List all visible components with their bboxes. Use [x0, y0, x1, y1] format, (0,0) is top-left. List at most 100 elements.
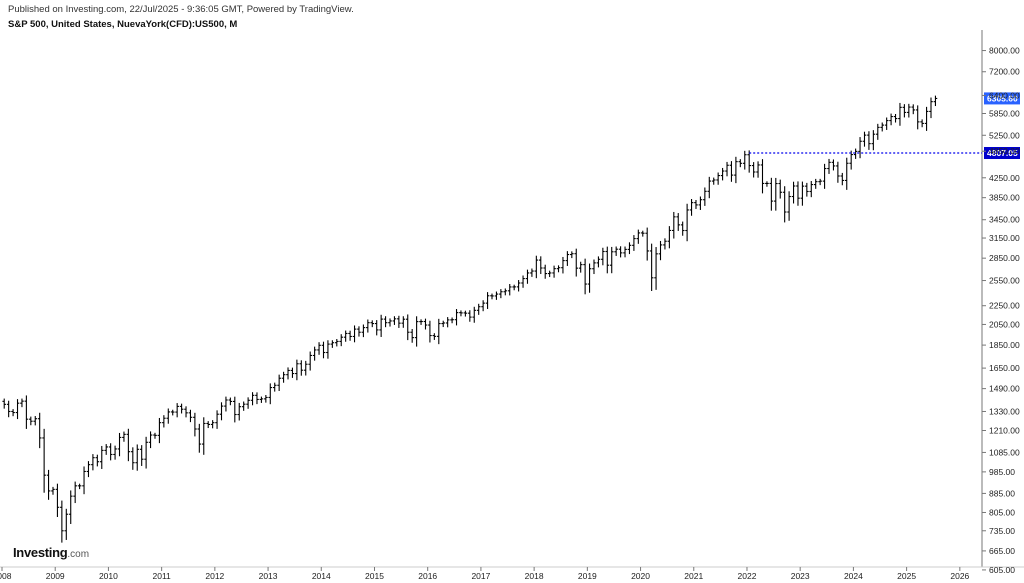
ohlc-bar: [352, 325, 357, 343]
y-tick-label: 1085.00: [989, 447, 1020, 457]
ohlc-bar: [299, 360, 304, 376]
ohlc-bar: [379, 314, 383, 337]
ohlc-bar: [139, 445, 144, 466]
x-tick-label: 2017: [471, 571, 490, 581]
ohlc-bar: [193, 412, 197, 437]
ohlc-bar: [924, 106, 929, 131]
x-tick-label: 2021: [684, 571, 703, 581]
ohlc-bar: [135, 444, 140, 471]
ohlc-bar: [512, 284, 516, 291]
ohlc-bar: [800, 181, 805, 206]
ohlc-bar: [875, 123, 880, 140]
ohlc-bar: [286, 367, 290, 380]
ohlc-bar: [742, 150, 747, 170]
ohlc-bar: [450, 317, 454, 324]
x-tick-label: 2008: [0, 571, 12, 581]
ohlc-bar: [592, 259, 596, 275]
x-tick-label: 2015: [365, 571, 384, 581]
ohlc-bar: [574, 248, 579, 277]
ohlc-bar: [769, 177, 774, 211]
ohlc-bar: [157, 417, 162, 444]
ohlc-bar: [614, 246, 618, 256]
ohlc-bar: [805, 182, 809, 197]
ohlc-bar: [468, 310, 472, 322]
x-tick-label: 2011: [152, 571, 171, 581]
ohlc-bar: [24, 395, 29, 429]
y-tick-label: 2250.00: [989, 301, 1020, 311]
ohlc-bar: [791, 181, 796, 204]
ohlc-bar: [898, 102, 902, 126]
ohlc-bar: [494, 291, 499, 300]
ohlc-bar: [268, 383, 273, 405]
ohlc-bar: [605, 246, 610, 274]
ohlc-bar: [303, 360, 308, 376]
ohlc-bar: [658, 240, 663, 261]
y-tick-label: 4250.00: [989, 173, 1020, 183]
ohlc-bar: [423, 318, 428, 330]
ohlc-bar: [725, 161, 729, 177]
ohlc-bar: [818, 178, 822, 186]
ohlc-bar: [317, 342, 321, 355]
ohlc-bar: [738, 159, 743, 168]
ohlc-bar: [113, 445, 117, 460]
ohlc-bar: [481, 300, 485, 312]
ohlc-bar: [490, 293, 494, 300]
ohlc-bar: [392, 316, 397, 325]
ohlc-bar: [60, 500, 64, 543]
ohlc-bar: [162, 415, 166, 428]
ohlc-bar: [237, 402, 242, 421]
ohlc-bar: [414, 316, 419, 347]
ohlc-bar: [339, 334, 344, 347]
ohlc-bar: [689, 198, 694, 216]
chart-header: Published on Investing.com, 22/Jul/2025 …: [8, 4, 354, 31]
ohlc-bar: [29, 416, 33, 426]
y-tick-label: 2050.00: [989, 319, 1020, 329]
x-tick-label: 2010: [99, 571, 118, 581]
ohlc-bar: [765, 181, 769, 187]
ohlc-bar: [778, 179, 783, 199]
ohlc-bar: [476, 303, 481, 315]
ohlc-bar: [463, 310, 468, 317]
ohlc-bar: [596, 256, 601, 268]
ohlc-bar: [370, 320, 375, 328]
ohlc-bar: [366, 319, 370, 333]
x-tick-label: 2016: [418, 571, 437, 581]
ohlc-bar: [640, 230, 645, 237]
ohlc-bar: [68, 490, 73, 524]
ohlc-bar: [862, 131, 867, 147]
y-tick-label: 1650.00: [989, 363, 1020, 373]
ohlc-bar: [751, 162, 756, 178]
x-tick-label: 2019: [578, 571, 597, 581]
ohlc-bar: [911, 104, 916, 115]
ohlc-bar: [219, 402, 224, 421]
y-tick-label: 4850.00: [989, 146, 1020, 156]
x-tick-label: 2023: [791, 571, 810, 581]
last-price-tag-text: 6305.60: [987, 93, 1018, 103]
ohlc-bar: [197, 423, 202, 453]
y-tick-label: 665.00: [989, 546, 1015, 556]
last-price-tag: 6305.60: [984, 92, 1020, 105]
ohlc-bar: [126, 428, 131, 462]
y-tick-label: 1850.00: [989, 340, 1020, 350]
ohlc-bar: [556, 265, 561, 273]
ohlc-bar: [889, 113, 893, 126]
ohlc-bar: [561, 256, 565, 274]
ohlc-bar: [308, 351, 312, 371]
y-tick-label: 1210.00: [989, 425, 1020, 435]
overlays: 4807.05 6305.60: [749, 92, 1020, 160]
ohlc-bar: [441, 320, 446, 328]
ohlc-bar: [201, 417, 206, 455]
ohlc-bar: [809, 181, 814, 198]
ohlc-bar: [667, 226, 672, 249]
ohlc-bar: [858, 137, 862, 159]
ohlc-bar: [419, 319, 423, 325]
x-tick-label: 2020: [631, 571, 650, 581]
ohlc-bar: [822, 163, 827, 189]
ohlc-bar: [295, 359, 299, 381]
ohlc-bar: [827, 158, 831, 174]
ohlc-bar: [264, 395, 268, 403]
ohlc-bar: [91, 454, 95, 471]
ohlc-bar: [521, 275, 525, 288]
ohlc-bar: [432, 333, 437, 340]
